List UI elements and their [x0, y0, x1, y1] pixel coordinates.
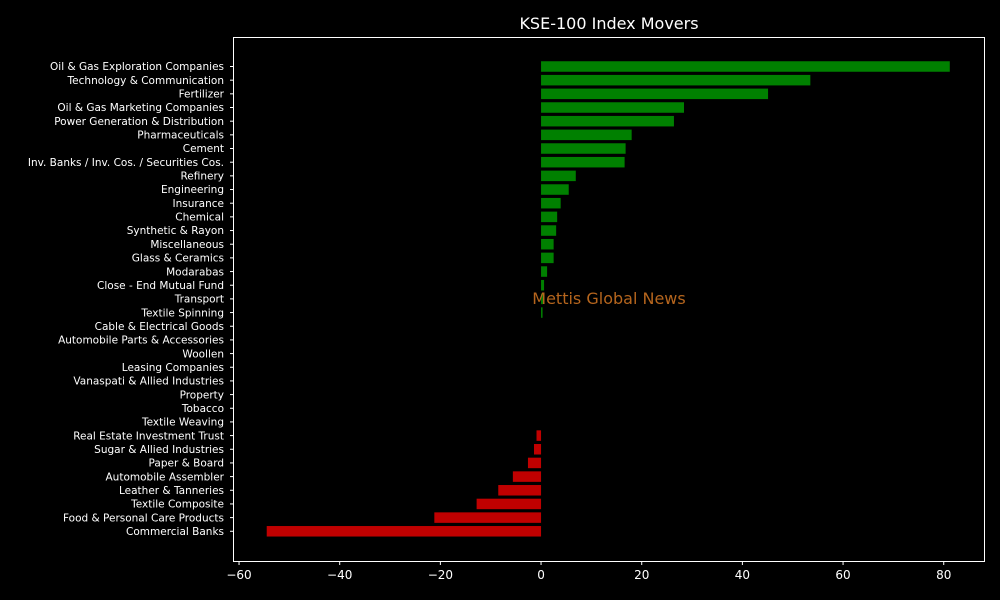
bar	[541, 225, 557, 236]
x-tick-label: 40	[735, 568, 750, 582]
bar	[541, 170, 576, 182]
bar	[541, 61, 950, 72]
bar	[541, 293, 544, 305]
category-label: Leather & Tanneries	[119, 485, 224, 497]
category-label: Food & Personal Care Products	[63, 512, 224, 524]
x-tick-label: −60	[226, 568, 251, 582]
category-label: Technology & Communication	[67, 75, 224, 87]
bar	[541, 102, 684, 113]
category-label: Textile Composite	[130, 499, 224, 511]
category-label: Cement	[183, 143, 224, 155]
bar	[541, 279, 545, 291]
category-label: Synthetic & Rayon	[127, 225, 224, 237]
bar	[536, 430, 542, 441]
category-label: Power Generation & Distribution	[54, 116, 224, 128]
bar	[541, 115, 674, 127]
category-label: Modarabas	[166, 266, 224, 278]
category-label: Real Estate Investment Trust	[73, 430, 224, 442]
category-label: Cable & Electrical Goods	[95, 321, 224, 333]
category-label: Oil & Gas Marketing Companies	[57, 102, 224, 114]
x-tick-label: 20	[634, 568, 649, 582]
category-label: Pharmaceuticals	[137, 130, 224, 142]
category-label: Refinery	[180, 171, 224, 183]
bar	[541, 307, 543, 318]
category-label: Woollen	[182, 348, 224, 360]
category-label: Textile Spinning	[140, 307, 224, 319]
category-labels: Oil & Gas Exploration Companies Technolog…	[28, 61, 234, 538]
category-label: Oil & Gas Exploration Companies	[50, 61, 224, 73]
category-label: Tobacco	[181, 403, 224, 415]
category-label: Insurance	[172, 198, 224, 210]
category-label: Fertilizer	[179, 89, 225, 101]
x-tick-label: 80	[936, 568, 951, 582]
category-label: Automobile Parts & Accessories	[58, 335, 224, 347]
category-label: Close - End Mutual Fund	[97, 280, 224, 292]
bar	[534, 444, 542, 455]
bar	[434, 512, 542, 523]
category-label: Paper & Board	[149, 458, 224, 470]
bar	[541, 88, 769, 100]
plot-area	[233, 37, 985, 562]
category-label: Inv. Banks / Inv. Cos. / Securities Cos.	[28, 157, 224, 169]
bars	[266, 61, 950, 537]
bar	[541, 129, 632, 141]
category-label: Vanaspati & Allied Industries	[73, 376, 224, 388]
category-label: Automobile Assembler	[106, 471, 225, 483]
bar	[541, 143, 626, 154]
category-label: Property	[180, 389, 224, 401]
chart-title: KSE-100 Index Movers	[519, 14, 698, 33]
category-label: Engineering	[161, 184, 224, 196]
x-tick-label: 60	[835, 568, 850, 582]
bar	[266, 526, 542, 537]
category-label: Sugar & Allied Industries	[94, 444, 224, 456]
category-label: Leasing Companies	[122, 362, 224, 374]
category-label: Commercial Banks	[126, 526, 224, 538]
category-label: Glass & Ceramics	[132, 253, 224, 265]
x-tick-label: −20	[428, 568, 453, 582]
bar	[541, 184, 569, 195]
bar	[512, 471, 542, 482]
bar	[527, 457, 542, 469]
bar	[541, 238, 554, 250]
x-tick-label: −40	[327, 568, 352, 582]
x-tick-label: 0	[537, 568, 545, 582]
bar	[541, 266, 548, 277]
category-label: Chemical	[175, 212, 224, 224]
bar	[541, 211, 558, 223]
category-label: Transport	[174, 294, 224, 306]
category-label: Textile Weaving	[141, 417, 224, 429]
bar	[541, 197, 561, 209]
bar	[498, 485, 542, 496]
watermark: Mettis Global News	[532, 289, 685, 308]
bar	[541, 156, 625, 168]
bar	[476, 498, 542, 510]
bar	[541, 252, 554, 264]
category-label: Miscellaneous	[150, 239, 224, 251]
x-axis-ticks: −60 −40 −20 0 20 40 60 80	[226, 561, 951, 582]
bar	[541, 74, 811, 86]
